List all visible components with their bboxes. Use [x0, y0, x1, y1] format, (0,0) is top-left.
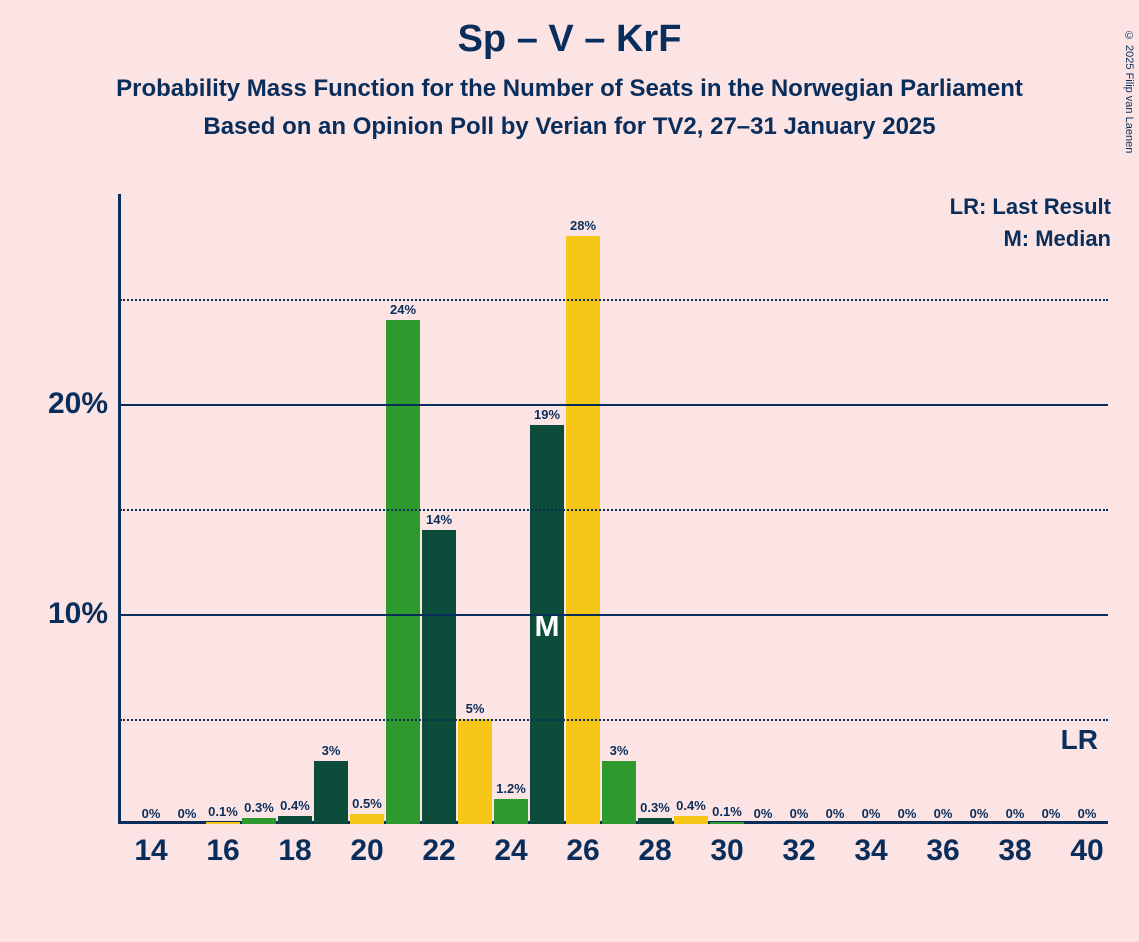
x-axis-label: 14	[134, 834, 167, 868]
bar-value-label: 3%	[322, 743, 341, 758]
x-axis-label: 18	[278, 834, 311, 868]
x-axis-label: 28	[638, 834, 671, 868]
bar: 3%	[314, 761, 348, 824]
bar-value-label: 0.3%	[640, 800, 670, 815]
y-axis-label: 20%	[48, 387, 108, 421]
gridline	[120, 614, 1108, 616]
bar-value-label: 0%	[178, 806, 197, 821]
bar-value-label: 0%	[1006, 806, 1025, 821]
x-axis-label: 36	[926, 834, 959, 868]
x-axis-label: 16	[206, 834, 239, 868]
x-axis-label: 30	[710, 834, 743, 868]
bar: 1.2%	[494, 799, 528, 824]
chart-title: Sp – V – KrF	[0, 18, 1139, 61]
copyright-text: © 2025 Filip van Laenen	[1123, 30, 1135, 153]
bar-value-label: 0%	[1042, 806, 1061, 821]
bar-value-label: 0%	[790, 806, 809, 821]
bar: 28%	[566, 236, 600, 824]
bar-value-label: 3%	[610, 743, 629, 758]
bar-value-label: 0%	[142, 806, 161, 821]
bar-value-label: 0.1%	[208, 804, 238, 819]
bar-value-label: 1.2%	[496, 781, 526, 796]
x-axis-label: 32	[782, 834, 815, 868]
bar: 3%	[602, 761, 636, 824]
x-axis-label: 22	[422, 834, 455, 868]
bar-value-label: 0.3%	[244, 800, 274, 815]
bar: 0.1%	[206, 822, 240, 824]
bar-value-label: 0%	[934, 806, 953, 821]
bar: 24%	[386, 320, 420, 824]
x-axis-label: 24	[494, 834, 527, 868]
bar-value-label: 0%	[826, 806, 845, 821]
bar-value-label: 0.1%	[712, 804, 742, 819]
bar: 0.3%	[638, 818, 672, 824]
gridline	[120, 404, 1108, 406]
bar-value-label: 0%	[1078, 806, 1097, 821]
bar-value-label: 0.4%	[676, 798, 706, 813]
bar: 19%M	[530, 425, 564, 824]
gridline-minor	[120, 719, 1108, 721]
bar-value-label: 5%	[466, 701, 485, 716]
bar-value-label: 28%	[570, 218, 596, 233]
bar: 0.4%	[278, 816, 312, 824]
bar-value-label: 0%	[754, 806, 773, 821]
chart-subtitle-1: Probability Mass Function for the Number…	[0, 75, 1139, 103]
bar: 0.4%	[674, 816, 708, 824]
bar-value-label: 0%	[862, 806, 881, 821]
gridline-minor	[120, 509, 1108, 511]
x-axis-label: 38	[998, 834, 1031, 868]
bar-value-label: 24%	[390, 302, 416, 317]
x-axis-label: 34	[854, 834, 887, 868]
bar: 14%	[422, 530, 456, 824]
bar-value-label: 14%	[426, 512, 452, 527]
bar: 0.5%	[350, 814, 384, 825]
bar: 5%	[458, 719, 492, 824]
last-result-badge: LR	[1061, 724, 1098, 756]
x-axis-label: 26	[566, 834, 599, 868]
x-axis-label: 40	[1070, 834, 1103, 868]
y-axis-label: 10%	[48, 597, 108, 631]
bar-value-label: 0.5%	[352, 796, 382, 811]
gridline-minor	[120, 299, 1108, 301]
bar-value-label: 0%	[898, 806, 917, 821]
bar: 0.1%	[710, 822, 744, 824]
bar-value-label: 0%	[970, 806, 989, 821]
bar-value-label: 0.4%	[280, 798, 310, 813]
pmf-bar-chart: 0%0%0.1%0.3%0.4%3%0.5%24%14%5%1.2%19%M28…	[118, 194, 1108, 824]
bar: 0.3%	[242, 818, 276, 824]
chart-subtitle-2: Based on an Opinion Poll by Verian for T…	[0, 113, 1139, 141]
x-axis-label: 20	[350, 834, 383, 868]
bar-value-label: 19%	[534, 407, 560, 422]
